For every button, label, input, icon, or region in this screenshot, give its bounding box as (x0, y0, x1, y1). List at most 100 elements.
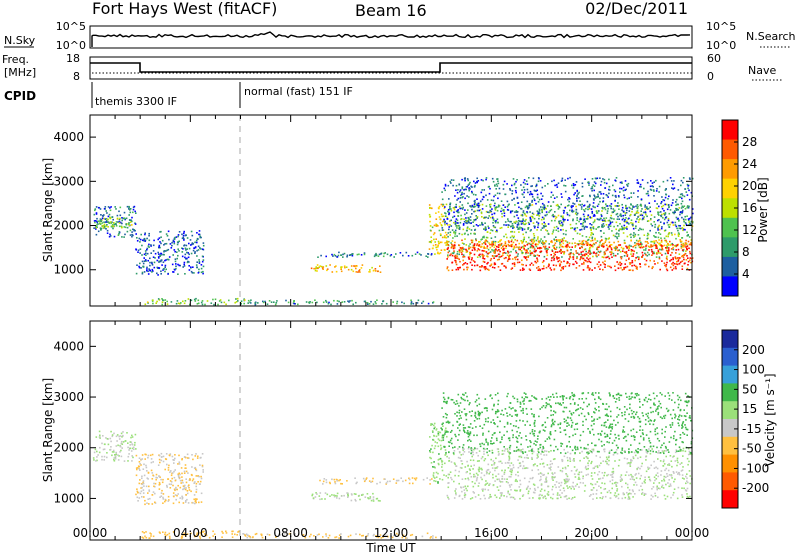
power-cell (196, 241, 198, 244)
power-cell (113, 222, 115, 224)
power-cell (439, 222, 442, 224)
velocity-cell (426, 532, 429, 535)
power-cell (357, 271, 359, 273)
velocity-cell (606, 458, 609, 460)
power-cell (609, 223, 612, 225)
velocity-cell (386, 534, 388, 537)
velocity-cell (167, 466, 170, 469)
power-cell (610, 248, 613, 251)
power-cell (489, 205, 492, 208)
power-cell (326, 268, 329, 270)
velocity-cell (576, 468, 578, 471)
velocity-cell (486, 482, 489, 485)
power-cell (160, 270, 162, 273)
power-cell (467, 256, 470, 259)
velocity-cell (538, 497, 540, 499)
velocity-cell (554, 458, 556, 460)
power-cell (596, 248, 599, 251)
power-cell (658, 205, 660, 208)
velocity-cell (131, 436, 134, 438)
power-cell (582, 257, 585, 260)
power-cell (447, 232, 450, 234)
velocity-cell (169, 480, 172, 482)
power-cell (536, 260, 539, 263)
power-cell (140, 267, 142, 269)
power-cell (447, 184, 450, 187)
power-cell (662, 217, 664, 219)
power-cell (497, 197, 499, 200)
power-cell (438, 216, 441, 218)
power-cell (609, 204, 611, 207)
velocity-cell (598, 478, 600, 480)
power-cell (537, 211, 540, 213)
power-cell (648, 253, 650, 256)
velocity-cell (625, 471, 628, 473)
velocity-cell (347, 493, 349, 496)
velocity-cell (283, 534, 286, 537)
power-cell (545, 240, 547, 243)
power-cell (646, 208, 649, 210)
power-cell (623, 268, 625, 270)
power-cell (484, 268, 487, 271)
power-cell (567, 219, 569, 221)
velocity-cell (508, 453, 511, 455)
velocity-cell (140, 464, 142, 466)
power-cell (603, 217, 605, 220)
power-cell (174, 250, 176, 253)
power-cell (157, 298, 160, 300)
freq-label-1: Freq. (2, 53, 29, 66)
power-cell (103, 208, 106, 210)
power-cell (539, 269, 541, 272)
velocity-cell (93, 451, 96, 454)
power-cell (630, 222, 632, 224)
power-cell (607, 245, 610, 248)
velocity-cell (198, 501, 200, 504)
power-cell (118, 221, 121, 223)
power-cell (453, 215, 456, 218)
power-cell (620, 246, 623, 249)
power-cell (443, 236, 446, 239)
power-cell (151, 271, 153, 273)
power-cell (480, 211, 483, 214)
power-cell (560, 180, 563, 182)
power-cell (112, 218, 114, 221)
power-cell (521, 229, 524, 231)
power-cell (594, 237, 596, 240)
power-cell (568, 246, 571, 248)
power-cell (575, 250, 577, 252)
power-cell (529, 230, 532, 232)
velocity-cell (328, 481, 331, 484)
power-cell (508, 257, 510, 259)
velocity-cell (222, 532, 224, 534)
power-cell (446, 216, 449, 219)
power-cell (128, 208, 130, 210)
power-cell (603, 263, 605, 265)
velocity-cell (375, 535, 377, 537)
velocity-cell (126, 432, 128, 434)
power-cell (103, 227, 106, 229)
velocity-cell (438, 453, 440, 455)
velocity-cell (110, 440, 112, 443)
velocity-cell (528, 450, 530, 452)
velocity-cell (140, 490, 143, 493)
power-cell (121, 219, 123, 222)
power-cell (581, 243, 583, 245)
power-cell (681, 211, 684, 213)
power-cell (542, 267, 545, 270)
power-cell (520, 246, 523, 249)
power-cell (664, 252, 667, 255)
power-cell (651, 182, 654, 184)
power-cell (620, 228, 622, 231)
power-cell (665, 257, 668, 260)
velocity-cell (502, 453, 505, 455)
power-cell (266, 303, 269, 305)
velocity-cell (201, 464, 204, 467)
power-cell (589, 257, 591, 260)
velocity-cell (500, 495, 502, 497)
velocity-cell (509, 448, 511, 451)
power-cell (513, 183, 516, 186)
power-cell (464, 262, 467, 264)
power-cell (639, 246, 642, 249)
power-cell (437, 245, 439, 247)
power-cell (557, 239, 560, 241)
